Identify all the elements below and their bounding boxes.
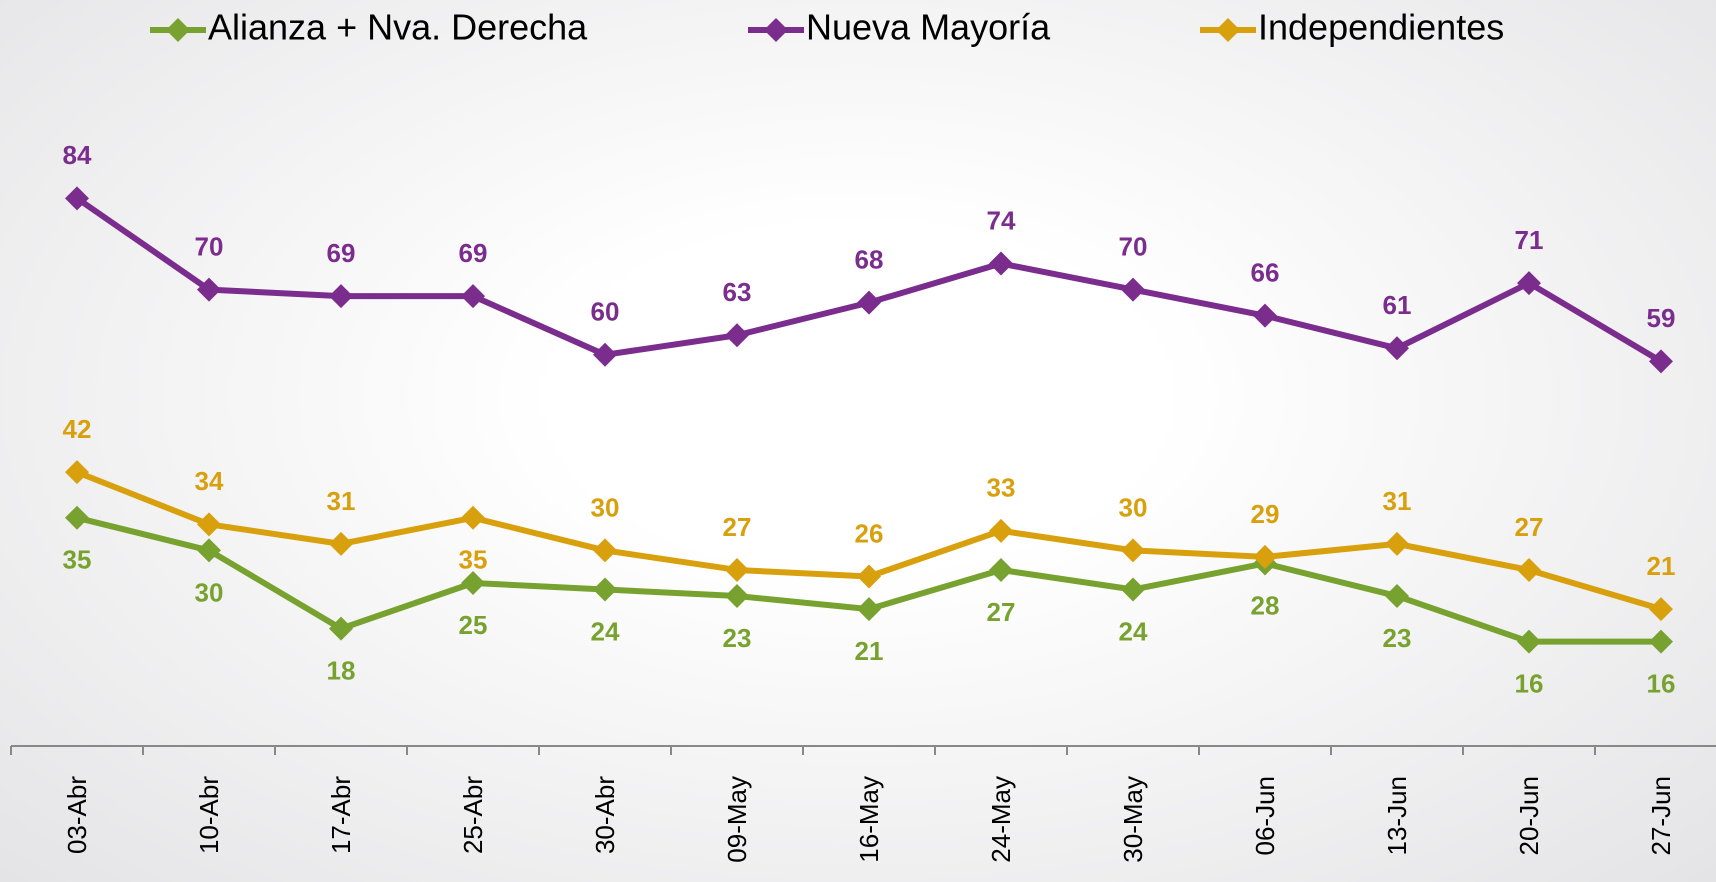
data-label: 24: [1119, 616, 1148, 646]
x-tick-label: 25-Abr: [458, 776, 488, 854]
data-point: [461, 505, 485, 530]
data-point: [1121, 538, 1145, 563]
legend-marker: [764, 18, 788, 42]
x-tick-label: 30-Abr: [590, 776, 620, 854]
legend-label: Nueva Mayoría: [806, 7, 1051, 48]
data-label: 27: [987, 597, 1016, 627]
x-tick-label: 20-Jun: [1514, 776, 1544, 856]
data-point: [1121, 577, 1145, 602]
data-point: [197, 538, 221, 563]
data-point: [1253, 544, 1277, 569]
data-label: 70: [195, 231, 224, 261]
data-label: 74: [987, 205, 1016, 235]
legend-label: Alianza + Nva. Derecha: [208, 7, 588, 48]
data-point: [1517, 629, 1541, 654]
data-label: 30: [591, 492, 620, 522]
data-point: [725, 557, 749, 582]
data-point: [857, 564, 881, 589]
data-label: 30: [195, 577, 224, 607]
data-label: 70: [1119, 231, 1148, 261]
data-point: [989, 557, 1013, 582]
x-tick-label: 09-May: [722, 776, 752, 863]
data-label: 68: [855, 245, 884, 275]
data-point: [329, 616, 353, 641]
data-label: 31: [1383, 486, 1412, 516]
data-point: [593, 538, 617, 563]
data-point: [1121, 277, 1145, 302]
data-point: [197, 277, 221, 302]
data-label: 16: [1647, 669, 1676, 699]
legend-marker: [166, 18, 190, 42]
data-point: [65, 460, 89, 485]
data-point: [593, 342, 617, 367]
data-label: 27: [1515, 512, 1544, 542]
data-label: 27: [723, 512, 752, 542]
data-label: 35: [63, 545, 92, 575]
legend-marker: [1216, 18, 1240, 42]
data-label: 29: [1251, 499, 1280, 529]
data-point: [1517, 557, 1541, 582]
data-point: [329, 531, 353, 556]
data-point: [1385, 584, 1409, 609]
data-point: [593, 577, 617, 602]
data-point: [197, 512, 221, 537]
data-point: [65, 186, 89, 211]
data-label: 23: [1383, 623, 1412, 653]
x-tick-label: 30-May: [1118, 776, 1148, 863]
data-point: [65, 505, 89, 530]
data-label: 69: [327, 238, 356, 268]
data-label: 25: [459, 610, 488, 640]
data-label: 33: [987, 473, 1016, 503]
data-point: [857, 290, 881, 315]
data-point: [1649, 597, 1673, 622]
data-point: [725, 584, 749, 609]
data-point: [1385, 531, 1409, 556]
x-tick-label: 17-Abr: [326, 776, 356, 854]
data-point: [329, 284, 353, 309]
data-label: 34: [195, 466, 224, 496]
data-point: [1253, 303, 1277, 328]
data-point: [1517, 271, 1541, 296]
x-tick-label: 16-May: [854, 776, 884, 863]
data-point: [1385, 336, 1409, 361]
x-tick-label: 10-Abr: [194, 776, 224, 854]
x-tick-label: 27-Jun: [1646, 776, 1676, 856]
data-point: [1649, 349, 1673, 374]
x-tick-label: 06-Jun: [1250, 776, 1280, 856]
x-tick-label: 24-May: [986, 776, 1016, 863]
data-label: 24: [591, 616, 620, 646]
data-label: 21: [1647, 551, 1676, 581]
data-label: 21: [855, 636, 884, 666]
data-label: 31: [327, 486, 356, 516]
series-line: [75, 195, 1663, 364]
data-label: 42: [63, 414, 92, 444]
data-label: 84: [63, 140, 92, 170]
legend-label: Independientes: [1258, 7, 1504, 48]
data-label: 35: [459, 545, 488, 575]
data-point: [989, 518, 1013, 543]
data-point: [1649, 629, 1673, 654]
data-point: [461, 571, 485, 595]
data-label: 59: [1647, 303, 1676, 333]
data-label: 61: [1383, 290, 1412, 320]
data-point: [857, 597, 881, 622]
data-label: 66: [1251, 258, 1280, 288]
data-label: 69: [459, 238, 488, 268]
x-tick-label: 13-Jun: [1382, 776, 1412, 856]
data-point: [989, 251, 1013, 276]
x-tick-label: 03-Abr: [62, 776, 92, 854]
data-label: 16: [1515, 669, 1544, 699]
data-label: 18: [327, 656, 356, 686]
data-label: 63: [723, 277, 752, 307]
data-point: [725, 323, 749, 348]
data-point: [461, 284, 485, 309]
data-label: 71: [1515, 225, 1544, 255]
data-label: 60: [591, 297, 620, 327]
data-label: 23: [723, 623, 752, 653]
data-label: 28: [1251, 590, 1280, 620]
data-label: 26: [855, 518, 884, 548]
data-label: 30: [1119, 492, 1148, 522]
